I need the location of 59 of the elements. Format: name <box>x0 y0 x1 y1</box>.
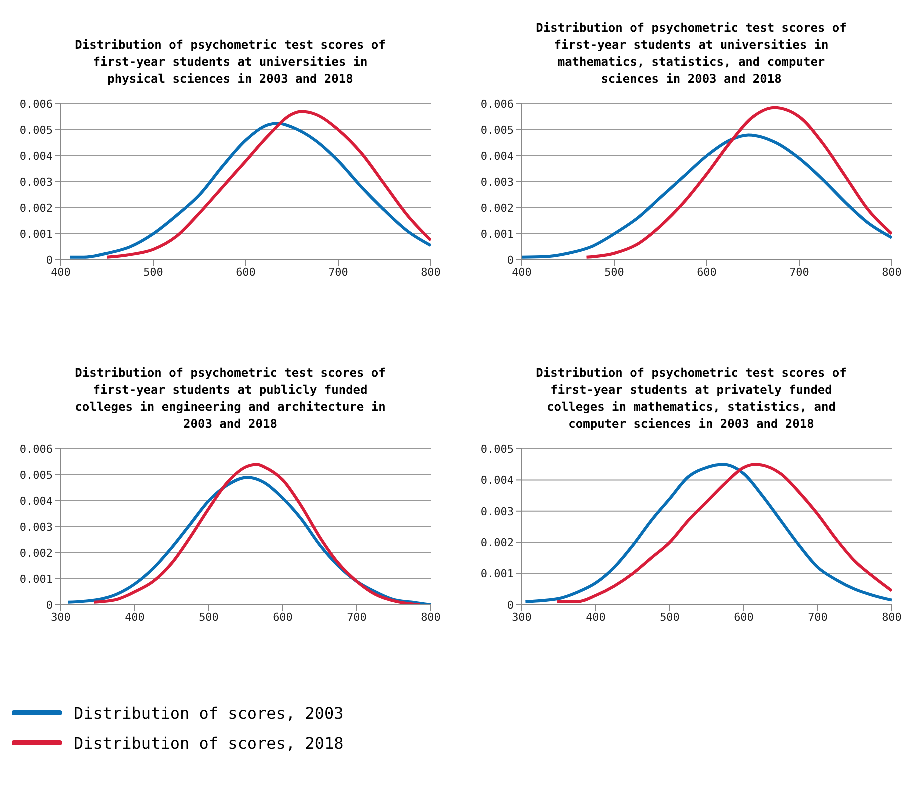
y-tick-label: 0 <box>46 254 52 267</box>
y-tick-label: 0.002 <box>19 546 52 560</box>
legend-label: Distribution of scores, 2003 <box>74 704 344 722</box>
y-tick-label: 0.001 <box>19 228 52 241</box>
chart-title: Distribution of psychometric test scores of first-year students at publicly funded colleges in engineering and architecture in 2003 and 2018 <box>74 365 387 433</box>
x-tick-label: 500 <box>198 610 218 624</box>
y-tick-label: 0.004 <box>19 494 53 508</box>
line-series <box>92 463 421 605</box>
x-tick-label: 700 <box>808 610 828 624</box>
y-tick-label: 0 <box>506 598 514 612</box>
y-tick-label: 0.004 <box>19 150 53 163</box>
line-series <box>105 110 430 259</box>
y-tick-label: 0.003 <box>19 176 52 189</box>
x-tick-label: 600 <box>272 610 292 624</box>
y-tick-label: 0.005 <box>19 468 52 482</box>
x-tick-label: 800 <box>882 610 902 624</box>
y-tick-label: 0.006 <box>19 442 52 456</box>
y-tick-label: 0 <box>506 254 514 267</box>
y-tick-label: 0.003 <box>480 505 514 518</box>
y-tick-label: 0.005 <box>19 124 52 137</box>
x-tick-label: 500 <box>143 266 163 279</box>
y-tick-label: 0.005 <box>480 442 514 456</box>
x-tick-label: 800 <box>420 266 440 279</box>
x-tick-label: 600 <box>236 266 256 279</box>
y-tick-label: 0.003 <box>19 520 52 534</box>
x-tick-label: 500 <box>660 610 680 624</box>
x-tick-label: 600 <box>734 610 754 624</box>
line-series <box>68 122 430 259</box>
y-tick-label: 0.001 <box>19 572 52 586</box>
x-tick-label: 700 <box>789 266 809 279</box>
x-tick-label: 400 <box>124 610 144 624</box>
x-tick-label: 800 <box>882 266 902 279</box>
x-tick-label: 700 <box>328 266 348 279</box>
y-tick-label: 0.005 <box>480 124 514 137</box>
legend-label: Distribution of scores, 2018 <box>74 734 344 752</box>
y-tick-label: 0.002 <box>480 536 514 550</box>
chart-title: Distribution of psychometric test scores of first-year students at universities in physical sciences in 2003 and 2018 <box>74 37 387 88</box>
x-tick-label: 400 <box>586 610 606 624</box>
line-series <box>584 106 892 259</box>
x-tick-label: 800 <box>420 610 440 624</box>
y-tick-label: 0.002 <box>480 202 514 215</box>
y-tick-label: 0.006 <box>19 98 52 111</box>
y-tick-label: 0.002 <box>19 202 52 215</box>
x-tick-label: 400 <box>50 266 70 279</box>
chart-title: Distribution of psychometric test scores of first-year students at universities in mathematics, statistics, and computer sciences in 2003 and 2018 <box>535 20 848 88</box>
y-tick-label: 0.001 <box>480 568 514 581</box>
y-tick-label: 0.004 <box>480 474 514 488</box>
x-tick-label: 300 <box>512 610 532 624</box>
x-tick-label: 400 <box>512 266 532 279</box>
y-tick-label: 0.001 <box>480 228 514 241</box>
y-tick-label: 0 <box>46 598 52 612</box>
y-tick-label: 0.003 <box>480 176 514 189</box>
chart-title: Distribution of psychometric test scores of first-year students at privately funded colleges in mathematics, statistics, and computer sciences in 2003 and 2018 <box>535 365 848 433</box>
x-tick-label: 500 <box>604 266 624 279</box>
x-tick-label: 700 <box>346 610 366 624</box>
x-tick-label: 300 <box>50 610 70 624</box>
x-tick-label: 600 <box>696 266 716 279</box>
y-tick-label: 0.004 <box>480 150 514 163</box>
y-tick-label: 0.006 <box>480 98 514 111</box>
